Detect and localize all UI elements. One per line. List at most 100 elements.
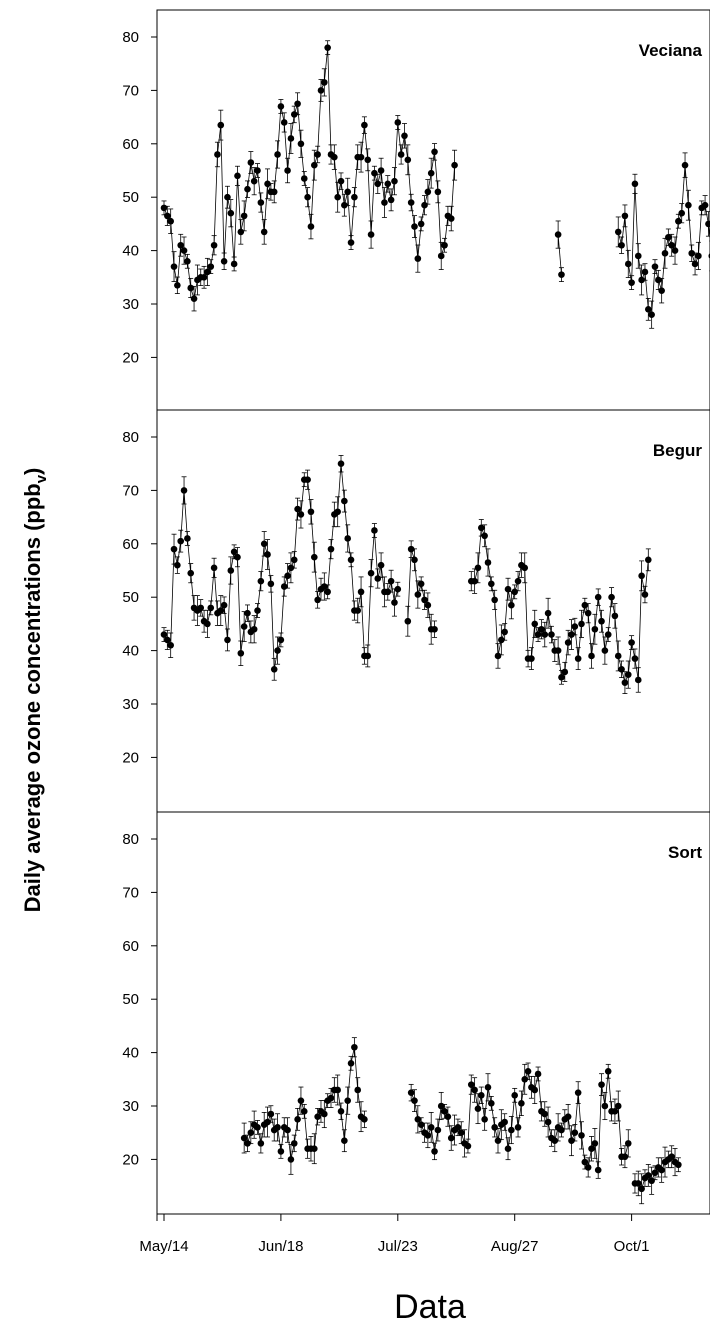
data-point (414, 255, 422, 262)
data-point (417, 220, 425, 228)
data-point (371, 527, 378, 534)
data-point (531, 620, 539, 628)
data-point (437, 252, 445, 260)
data-point (391, 177, 398, 185)
x-tick-label: Oct/1 (614, 1238, 650, 1255)
x-axis-title: Data (394, 1288, 466, 1326)
data-point (300, 175, 308, 182)
data-point (648, 311, 655, 318)
data-point (401, 132, 408, 140)
data-point (564, 1113, 572, 1120)
y-tick-label: 50 (122, 589, 139, 606)
data-point (274, 647, 281, 654)
data-point (190, 295, 198, 302)
data-point (481, 1116, 488, 1123)
data-point (227, 209, 235, 217)
data-point (344, 188, 352, 196)
data-point (367, 231, 375, 238)
data-point (584, 1164, 592, 1171)
data-point (290, 1140, 298, 1147)
panels-layer: Veciana 20 30 40 50 60 70 80 Begur 20 30 40 50 60 70 80… (122, 9, 710, 1215)
data-point (431, 148, 438, 156)
data-point (384, 588, 392, 596)
data-point (688, 249, 696, 257)
data-point (424, 188, 432, 196)
data-point (514, 577, 522, 585)
data-point (568, 631, 575, 638)
data-point (267, 580, 275, 588)
data-point (645, 556, 652, 564)
data-point (685, 201, 692, 209)
data-point (257, 199, 265, 206)
data-point (588, 652, 595, 660)
data-point (538, 625, 545, 633)
data-point (404, 156, 412, 164)
data-point (184, 257, 191, 265)
data-point (508, 601, 515, 609)
data-point (204, 620, 211, 628)
data-point (167, 217, 174, 225)
data-point (327, 1094, 335, 1102)
data-point (621, 212, 629, 220)
data-point (544, 1118, 552, 1126)
data-point (434, 188, 442, 196)
data-point (287, 1156, 295, 1163)
data-point (364, 156, 372, 164)
data-point (668, 1153, 675, 1161)
data-point (621, 679, 629, 686)
data-point (681, 161, 689, 169)
data-point (237, 228, 245, 236)
data-point (367, 569, 375, 577)
data-point (267, 1110, 275, 1118)
data-point (384, 180, 392, 188)
data-point (631, 180, 639, 188)
data-point (314, 1113, 321, 1120)
data-point (427, 1124, 435, 1131)
data-point (314, 596, 321, 604)
data-point (170, 263, 178, 270)
data-point (284, 167, 291, 174)
data-point (180, 247, 188, 254)
data-point (354, 1086, 362, 1094)
data-point (197, 604, 205, 612)
data-point (344, 1097, 352, 1104)
data-point (521, 564, 529, 572)
data-point (668, 241, 675, 249)
data-point (511, 588, 518, 596)
y-tick-label: 60 (122, 536, 139, 553)
data-point (658, 287, 665, 294)
data-point (334, 193, 341, 201)
data-point (598, 1081, 605, 1088)
data-point (357, 153, 365, 161)
data-point (501, 628, 508, 636)
data-point (321, 79, 328, 86)
data-point (170, 545, 178, 553)
data-point (250, 625, 258, 633)
y-tick-label: 70 (122, 482, 139, 499)
data-point (160, 631, 168, 638)
data-point (624, 260, 632, 268)
data-point (290, 111, 298, 118)
data-point (701, 201, 709, 209)
data-point (638, 276, 645, 284)
data-point (351, 193, 358, 201)
data-point (167, 641, 174, 649)
data-point (494, 1137, 502, 1145)
data-point (207, 263, 215, 270)
data-point (311, 1145, 318, 1153)
data-point (604, 631, 612, 638)
data-point (280, 583, 288, 590)
data-point (558, 1126, 565, 1134)
data-point (254, 167, 261, 174)
data-point (675, 217, 682, 225)
data-point (554, 231, 562, 238)
data-point (294, 1116, 301, 1123)
data-point (234, 553, 241, 561)
data-point (337, 177, 345, 185)
data-point (224, 636, 231, 644)
series-line (410, 1069, 629, 1171)
data-point (277, 103, 285, 110)
data-point (297, 1097, 305, 1104)
data-point (421, 596, 428, 604)
data-point (604, 1067, 612, 1075)
